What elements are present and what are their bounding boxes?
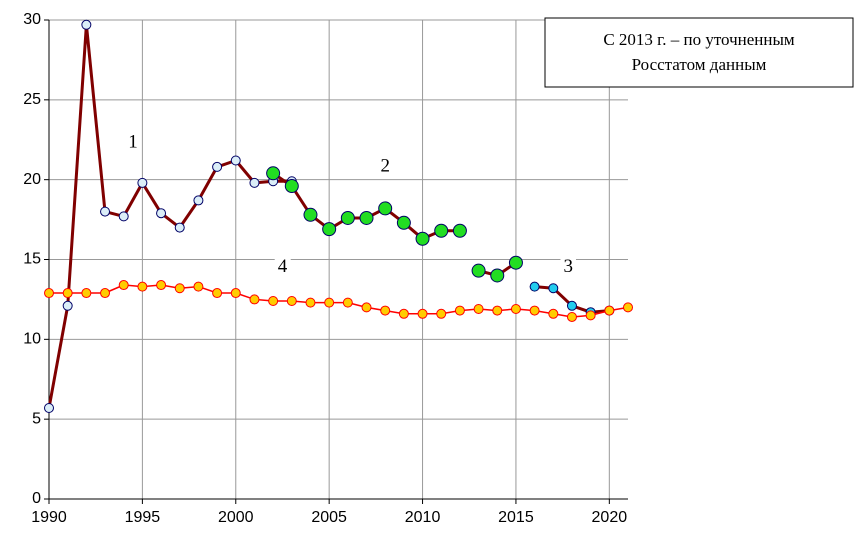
y-tick-label: 5 [32, 410, 41, 427]
series-line [49, 284, 629, 318]
x-tick-label: 2005 [311, 509, 347, 526]
marker [62, 300, 73, 311]
marker [230, 288, 241, 299]
marker [137, 281, 148, 292]
x-tick-label: 1990 [31, 509, 67, 526]
marker [359, 210, 374, 225]
marker [452, 223, 467, 238]
y-tick-label: 0 [32, 490, 41, 507]
marker [361, 302, 372, 313]
note-line: Росстатом данным [632, 55, 767, 74]
marker [118, 211, 129, 222]
marker [286, 296, 297, 307]
marker [415, 231, 430, 246]
marker [156, 208, 167, 219]
y-tick-label: 25 [23, 91, 41, 108]
x-tick-label: 1995 [125, 509, 161, 526]
marker [44, 288, 54, 299]
y-tick-label: 30 [23, 11, 41, 28]
marker [193, 281, 204, 292]
annotation-bg [560, 254, 576, 278]
marker [174, 222, 185, 233]
marker [266, 166, 281, 181]
series-line [272, 172, 460, 241]
marker [417, 308, 428, 319]
marker [490, 268, 505, 283]
marker [174, 283, 185, 294]
annotation-bg [377, 154, 393, 178]
marker [303, 207, 318, 222]
marker [378, 201, 393, 216]
marker [398, 308, 409, 319]
annotation: 3 [563, 256, 573, 277]
marker [492, 305, 503, 316]
marker [249, 177, 260, 188]
marker [508, 255, 523, 270]
note-line: С 2013 г. – по уточненным [603, 30, 795, 49]
marker [212, 288, 223, 299]
marker [604, 305, 615, 316]
marker [548, 308, 559, 319]
marker [585, 310, 596, 321]
marker [473, 303, 484, 314]
marker [230, 155, 241, 166]
marker [566, 300, 577, 311]
annotation: 2 [380, 155, 390, 176]
marker [249, 294, 260, 305]
marker [156, 280, 167, 291]
marker [81, 19, 92, 30]
marker [548, 283, 559, 294]
marker [510, 303, 521, 314]
marker [396, 215, 411, 230]
marker [623, 302, 633, 313]
marker [193, 195, 204, 206]
y-tick-label: 20 [23, 171, 41, 188]
marker [305, 297, 316, 308]
marker [62, 288, 73, 299]
marker [44, 402, 54, 413]
series-line [47, 23, 292, 409]
x-tick-label: 2015 [498, 509, 534, 526]
marker [284, 179, 299, 194]
marker [529, 305, 540, 316]
marker [566, 311, 577, 322]
annotation: 1 [128, 131, 138, 152]
marker [340, 210, 355, 225]
y-tick-label: 15 [23, 251, 41, 268]
marker [100, 288, 111, 299]
marker [81, 288, 92, 299]
marker [529, 281, 540, 292]
marker [454, 305, 465, 316]
annotation: 4 [278, 256, 288, 277]
marker [212, 161, 223, 172]
annotation-bg [274, 254, 291, 278]
marker [471, 263, 486, 278]
marker [380, 305, 391, 316]
note-box [544, 17, 854, 88]
marker [137, 177, 148, 188]
marker [436, 308, 447, 319]
x-tick-label: 2010 [405, 509, 441, 526]
marker [434, 223, 449, 238]
marker [324, 297, 335, 308]
marker [100, 206, 111, 217]
x-tick-label: 2000 [218, 509, 254, 526]
annotation-bg [125, 130, 141, 154]
marker [268, 296, 279, 307]
marker [342, 297, 353, 308]
y-tick-label: 10 [23, 331, 41, 348]
marker [118, 280, 129, 291]
x-tick-label: 2020 [592, 509, 628, 526]
marker [322, 222, 337, 237]
